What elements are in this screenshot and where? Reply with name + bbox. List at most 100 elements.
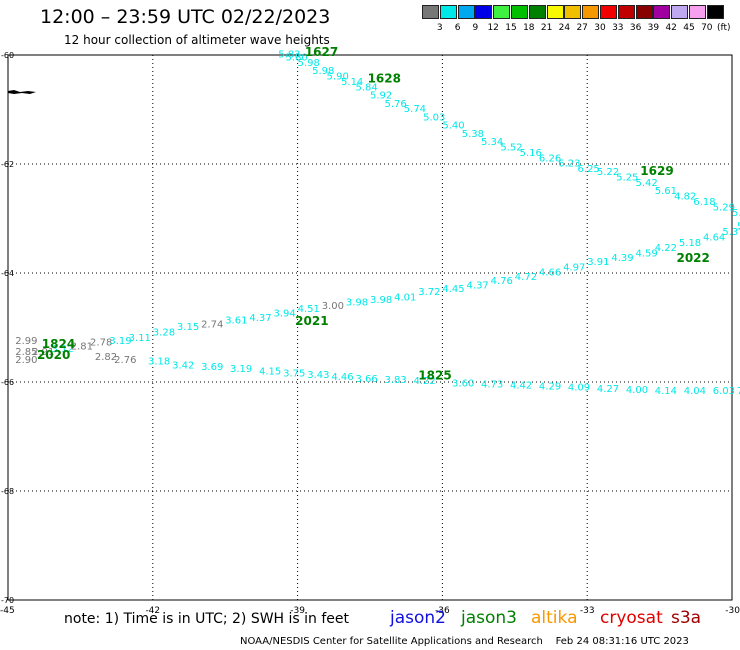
wave-height-value: 5.98	[298, 58, 320, 69]
wave-height-value: 4.59	[635, 249, 657, 260]
wave-height-value: 3.00	[322, 301, 344, 312]
wave-height-value: 5.90	[327, 72, 349, 83]
y-tick-label: -70	[1, 596, 14, 605]
wave-height-value: 3.69	[201, 362, 223, 373]
y-tick-label: -68	[1, 487, 14, 496]
colorbar-swatch	[528, 5, 546, 19]
colorbar-swatch	[582, 5, 600, 19]
wave-height-value: 2.85	[15, 347, 37, 358]
wave-height-value: 2.76	[114, 355, 136, 366]
wave-height-value: 3.12	[51, 344, 73, 355]
wave-height-value: 4.27	[597, 384, 619, 395]
wave-height-value: 4.37	[467, 280, 489, 291]
wave-height-value: 5.44	[732, 208, 740, 219]
colorbar-swatch	[706, 5, 724, 19]
wave-height-value: 3.19	[230, 364, 252, 375]
wave-height-value: 4.73	[481, 379, 503, 390]
wave-height-value: 4.09	[568, 383, 590, 394]
wave-height-value: 4.42	[510, 381, 532, 392]
wave-height-value: 2.90	[15, 355, 37, 366]
wave-height-value: 4.51	[298, 304, 320, 315]
colorbar-label: 27	[576, 23, 588, 33]
wave-height-value: 3.19	[109, 336, 131, 347]
pass-label: 1824	[42, 337, 75, 351]
colorbar-swatch	[439, 5, 457, 19]
colorbar-label: 42	[665, 23, 677, 33]
colorbar-swatch	[511, 5, 528, 19]
wave-height-value: 5.98	[312, 66, 334, 77]
wave-height-value: 4.37	[249, 313, 271, 324]
wave-height-value: 3.15	[177, 322, 199, 333]
colorbar-unit: (ft)	[717, 23, 731, 33]
wave-height-value: 5.30	[737, 221, 740, 232]
wave-height-value: 4.29	[539, 382, 561, 393]
colorbar-swatch	[457, 5, 475, 19]
wave-height-value: 5.38	[462, 129, 484, 140]
wave-height-value: 3.11	[129, 333, 151, 344]
x-tick-label: -42	[145, 606, 160, 616]
y-tick-label: -66	[1, 378, 14, 387]
x-tick-label: -45	[0, 606, 15, 616]
colorbar-swatch	[564, 5, 582, 19]
wave-height-value: 4.00	[626, 385, 648, 396]
colorbar-label: 70	[701, 23, 713, 33]
colorbar-swatch	[493, 5, 511, 19]
wave-height-value: 4.01	[394, 292, 416, 303]
colorbar-label: 45	[683, 23, 695, 33]
satellite-legend-jason2: jason2	[390, 608, 446, 628]
colorbar-label: 6	[454, 23, 461, 33]
satellite-legend-jason3: jason3	[461, 608, 517, 628]
wave-height-value: 2.99	[15, 336, 37, 347]
wave-height-value: 4.66	[539, 268, 561, 279]
x-tick-label: -39	[290, 606, 305, 616]
x-tick-label: -33	[580, 606, 595, 616]
credit-footer: NOAA/NESDIS Center for Satellite Applica…	[240, 636, 689, 647]
wave-height-value: 5.16	[520, 148, 542, 159]
pass-label: 2020	[37, 348, 70, 362]
wave-height-value: 6.18	[693, 197, 715, 208]
satellite-legend-cryosat: cryosat	[600, 608, 663, 628]
wave-height-value: 6.23	[558, 159, 580, 170]
colorbar-label: 39	[647, 23, 660, 33]
wave-height-value: 5.42	[635, 178, 657, 189]
colorbar-label: 30	[594, 23, 606, 33]
colorbar-label: 33	[612, 23, 624, 33]
wave-height-value: 4.45	[442, 284, 464, 295]
wave-height-value: 5.22	[597, 167, 619, 178]
wave-height-value: 3.42	[172, 360, 194, 371]
colorbar-swatch	[635, 5, 653, 19]
colorbar-swatch	[475, 5, 493, 19]
wave-height-value: 5.03	[423, 112, 445, 123]
wave-height-value: 3.98	[346, 298, 368, 309]
wave-height-value: 6.25	[578, 164, 600, 175]
x-tick-label: -36	[435, 606, 450, 616]
wave-height-value: 5.83	[278, 50, 300, 61]
page-title: 12:00 – 23:59 UTC 02/22/2023	[40, 6, 331, 28]
colorbar-swatch	[653, 5, 671, 19]
wave-height-value: 5.84	[356, 82, 378, 93]
colorbar-label: 3	[436, 23, 443, 33]
wave-height-value: 5.52	[500, 142, 522, 153]
colorbar-label: 12	[487, 23, 499, 33]
wave-height-value: 5.29	[713, 202, 735, 213]
wave-height-value: 4.39	[611, 253, 633, 264]
wave-height-value: 5.76	[384, 99, 406, 110]
colorbar-swatch	[422, 5, 439, 19]
wave-height-value: 5.34	[481, 137, 503, 148]
wave-height-value: 6.03	[713, 386, 735, 397]
colorbar-label: 9	[472, 23, 479, 33]
colorbar-label: 24	[558, 23, 571, 33]
wave-height-value: 6.26	[539, 153, 561, 164]
wave-height-value: 4.46	[331, 372, 353, 383]
page-subtitle: 12 hour collection of altimeter wave hei…	[64, 33, 330, 47]
colorbar-label: 15	[505, 23, 517, 33]
colorbar-label: 36	[629, 23, 642, 33]
wave-height-value: 5.25	[616, 172, 638, 183]
wave-height-value: 5.14	[341, 77, 363, 88]
pass-label: 2022	[676, 251, 709, 265]
wave-height-value: 4.97	[563, 262, 585, 273]
pass-label: 1627	[305, 45, 338, 59]
wave-height-value: 5.40	[442, 121, 464, 132]
wave-height-value: 3.60	[452, 378, 474, 389]
wave-height-value: 5.18	[679, 238, 701, 249]
